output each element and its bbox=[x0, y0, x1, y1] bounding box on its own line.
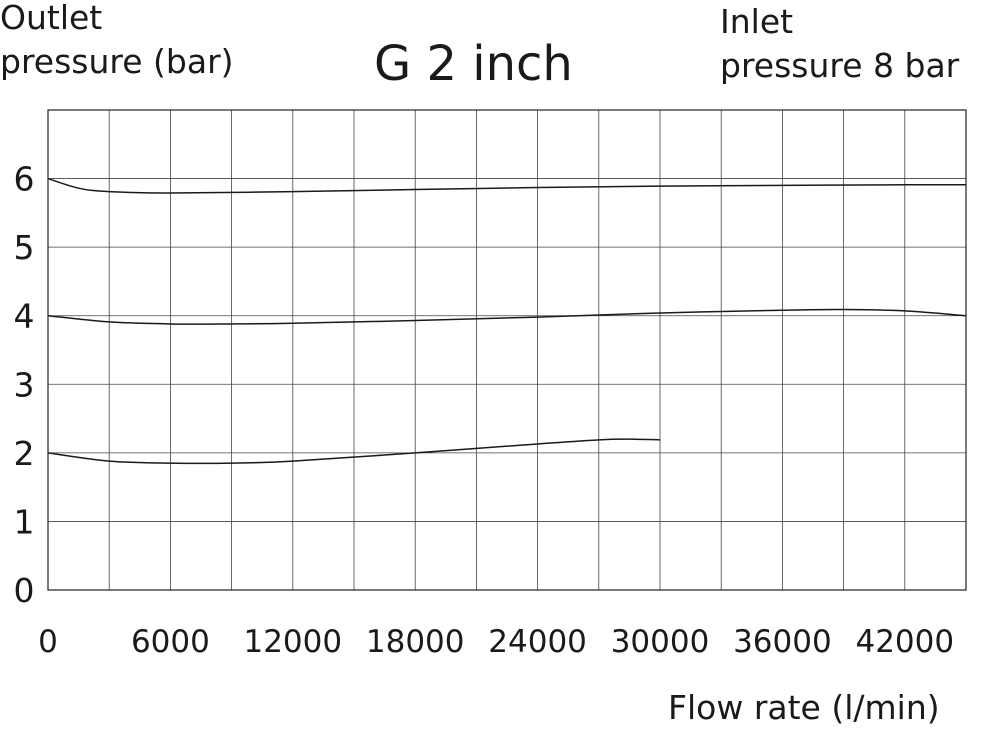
x-tick-label: 24000 bbox=[488, 624, 587, 660]
y-tick-label: 6 bbox=[14, 160, 35, 199]
x-tick-label: 30000 bbox=[611, 624, 710, 660]
annotation-line-1: Inlet bbox=[720, 2, 794, 41]
x-tick-label: 0 bbox=[38, 624, 58, 660]
y-axis-label: Outlet pressure (bar) bbox=[0, 0, 234, 84]
y-tick-label: 5 bbox=[14, 228, 35, 267]
series-line-3 bbox=[47, 438, 661, 465]
x-axis-label: Flow rate (l/min) bbox=[668, 688, 940, 727]
y-axis-label-line-2: pressure (bar) bbox=[0, 42, 234, 81]
x-tick-label: 12000 bbox=[243, 624, 342, 660]
plot-frame bbox=[47, 109, 967, 591]
series-line-2 bbox=[47, 308, 967, 325]
chart-title: G 2 inch bbox=[374, 36, 573, 92]
annotation-line-2: pressure 8 bar bbox=[720, 46, 960, 85]
y-tick-label: 2 bbox=[14, 434, 35, 473]
x-tick-label: 18000 bbox=[366, 624, 465, 660]
y-tick-label: 4 bbox=[14, 297, 35, 336]
x-tick-label: 6000 bbox=[131, 624, 210, 660]
y-tick-label: 1 bbox=[14, 502, 35, 541]
x-tick-label: 36000 bbox=[733, 624, 832, 660]
y-tick-label: 3 bbox=[14, 365, 35, 404]
inlet-pressure-annotation: Inlet pressure 8 bar bbox=[720, 0, 959, 88]
x-tick-label: 42000 bbox=[855, 624, 954, 660]
series-line-1 bbox=[47, 177, 967, 194]
y-axis-label-line-1: Outlet bbox=[0, 0, 103, 37]
y-tick-label: 0 bbox=[14, 571, 35, 610]
